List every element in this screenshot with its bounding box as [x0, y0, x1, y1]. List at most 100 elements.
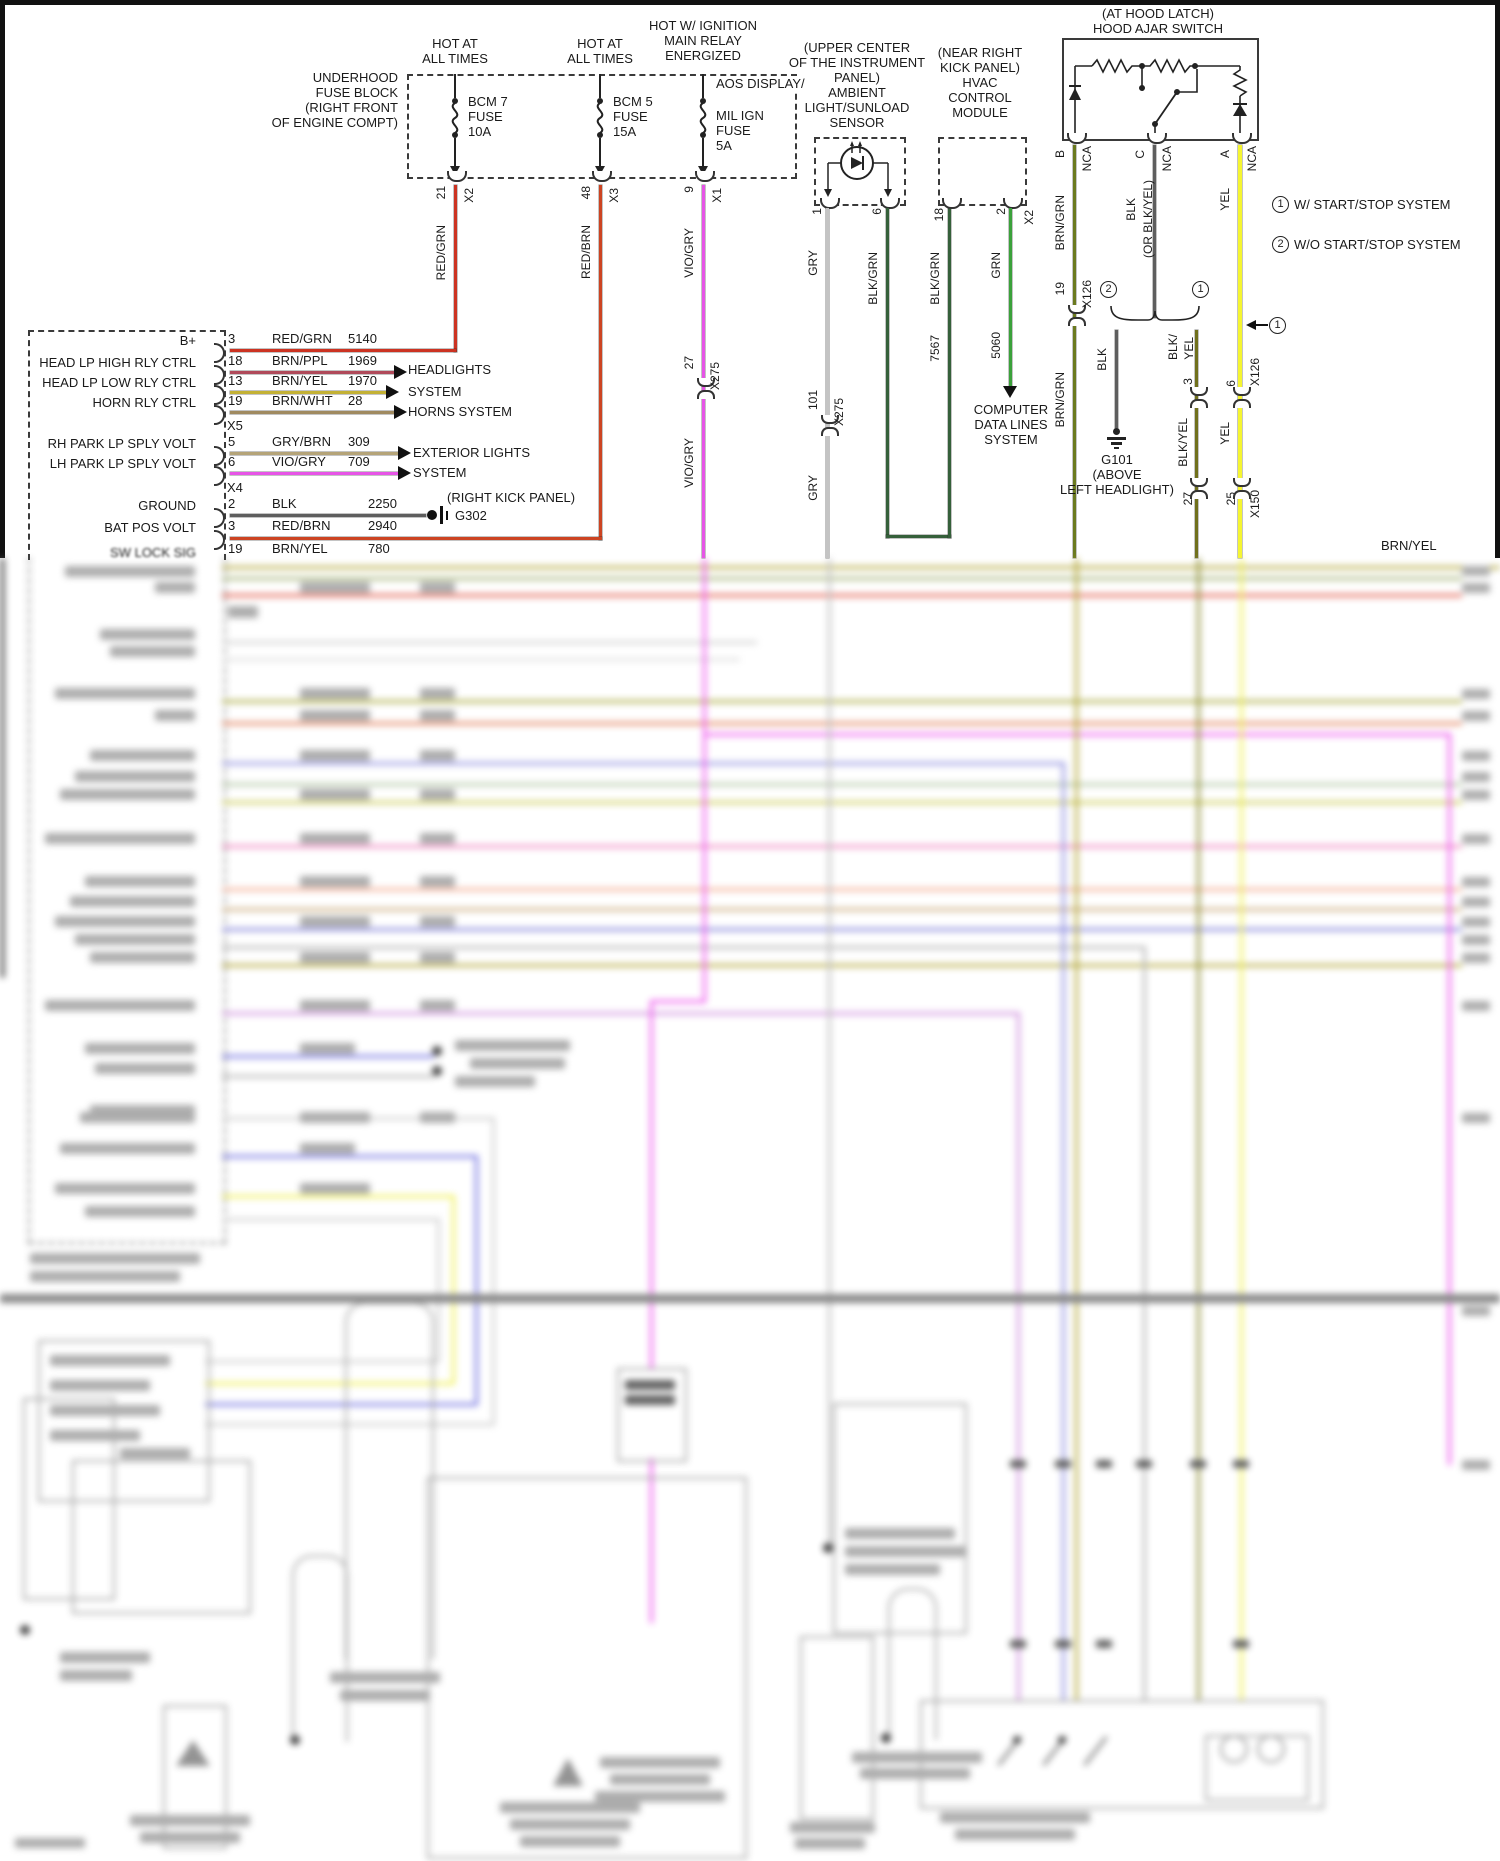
blur-shape — [110, 646, 195, 657]
blur-shape — [1055, 1460, 1071, 1468]
blur-shape — [38, 1340, 210, 1502]
wire-label-blk: BLK — [1124, 198, 1138, 221]
blur-shape — [452, 1195, 455, 1384]
circuit-5060: 5060 — [989, 332, 1003, 359]
row-color: BRN/PPL — [272, 353, 328, 368]
blur-shape — [650, 1458, 653, 1623]
blur-shape — [23, 1398, 115, 1600]
wire-label-or-blkyel: (OR BLK/YEL) — [1141, 180, 1155, 259]
blur-shape — [75, 934, 195, 945]
feed-label-3: HOT W/ IGNITION MAIN RELAY ENERGIZED — [648, 18, 758, 63]
circled-1: 1 — [1192, 281, 1209, 298]
blur-shape — [45, 833, 195, 844]
blur-shape — [420, 833, 455, 844]
hood-switch-label: (AT HOOD LATCH) HOOD AJAR SWITCH — [1092, 6, 1223, 36]
fuse1-label: BCM 7 FUSE 10A — [468, 94, 508, 139]
row-circuit: 709 — [348, 454, 370, 469]
row-pin: 5 — [228, 434, 236, 449]
blur-shape — [90, 750, 195, 761]
blur-shape — [30, 1271, 180, 1282]
fuse2-label: BCM 5 FUSE 15A — [613, 94, 653, 139]
conn-label-x126: X126 — [1080, 280, 1094, 309]
inline-connector-x126 — [1233, 399, 1251, 408]
blur-shape — [20, 1625, 30, 1635]
wire-brn-grn — [1073, 145, 1076, 558]
wire-blk-c — [1153, 145, 1156, 318]
blur-shape — [222, 908, 1462, 911]
blur-shape — [75, 771, 195, 782]
wire-label-yel: YEL — [1218, 188, 1232, 211]
wire-label-blk-grn: BLK/GRN — [928, 252, 942, 305]
blur-shape — [120, 1448, 190, 1459]
blur-shape — [80, 1112, 195, 1123]
blur-shape — [1257, 1735, 1285, 1763]
callout-line — [1256, 324, 1268, 326]
connector-bump — [820, 198, 840, 209]
blur-shape — [1462, 790, 1490, 800]
fuse-icon-bcm7 — [450, 74, 460, 175]
blur-shape — [1017, 1012, 1020, 1700]
wire-label-red-grn: RED/GRN — [434, 225, 448, 281]
blur-shape — [300, 710, 370, 721]
blur-shape — [85, 876, 195, 887]
blur-shape — [222, 1155, 477, 1158]
hood-switch-internals — [1069, 58, 1248, 137]
blur-shape — [222, 1075, 434, 1078]
blur-shape — [492, 1117, 495, 1425]
blur-shape — [300, 952, 370, 963]
inline-connector-x126 — [1233, 387, 1251, 396]
feed-label-2: HOT AT ALL TIMES — [567, 36, 633, 66]
blur-shape — [610, 1774, 710, 1785]
blur-shape — [222, 1012, 1019, 1015]
blur-shape — [60, 1652, 150, 1663]
nca-label: NCA — [1245, 146, 1259, 172]
blur-shape — [828, 558, 831, 1548]
blur-shape — [222, 577, 1462, 580]
wire-brn-wht — [230, 411, 394, 414]
blur-shape — [65, 566, 195, 577]
blur-shape — [140, 1832, 240, 1843]
connector-bump — [942, 198, 962, 209]
inline-connector-x126 — [1068, 305, 1086, 314]
blur-shape — [155, 710, 195, 721]
blur-shape — [860, 1768, 970, 1779]
headlights-system-label: HEADLIGHTS — [408, 362, 492, 377]
blur-shape — [1010, 1460, 1026, 1468]
pin-label-27: 27 — [682, 356, 696, 370]
wire-label-blk-yel: BLK/YEL — [1176, 418, 1190, 467]
headlights-system-label2: SYSTEM — [408, 384, 462, 399]
wire-gry-brn — [230, 452, 398, 455]
blur-shape — [222, 964, 1462, 967]
blur-shape — [340, 1690, 430, 1701]
blur-shape — [1462, 583, 1490, 593]
split-brace — [1110, 305, 1200, 321]
wire-brn-yel — [230, 391, 386, 394]
hvac-label: (NEAR RIGHT KICK PANEL) HVAC CONTROL MOD… — [937, 45, 1023, 120]
blur-shape — [427, 1477, 747, 1859]
blur-shape — [300, 789, 370, 800]
row-pin: 2 — [228, 496, 236, 511]
page-border-left — [0, 5, 5, 558]
blur-shape — [437, 1218, 440, 1362]
blur-shape — [345, 1302, 434, 1659]
blur-shape — [420, 876, 455, 887]
blur-shape — [205, 1423, 494, 1426]
blur-shape — [475, 1155, 478, 1405]
blur-shape — [205, 1382, 454, 1385]
blur-shape — [1075, 558, 1078, 1700]
row-label: HEAD LP HIGH RLY CTRL — [39, 355, 196, 370]
blur-shape — [90, 1105, 195, 1116]
blur-shape — [60, 1143, 195, 1154]
blur-shape — [1190, 1460, 1206, 1468]
inline-connector-x275 — [697, 378, 715, 387]
row-circuit: 2250 — [368, 496, 397, 511]
wire-blk-grn — [886, 535, 951, 538]
wire-label-blkyel-a: BLK/ — [1166, 334, 1180, 361]
ground-icon-g101 — [1107, 437, 1126, 440]
inline-connector-x150 — [1233, 478, 1251, 487]
blur-shape — [222, 722, 1462, 725]
blur-shape — [300, 1000, 370, 1011]
conn-label-x275: X275 — [708, 362, 722, 391]
circled-1: 1 — [1269, 317, 1286, 334]
